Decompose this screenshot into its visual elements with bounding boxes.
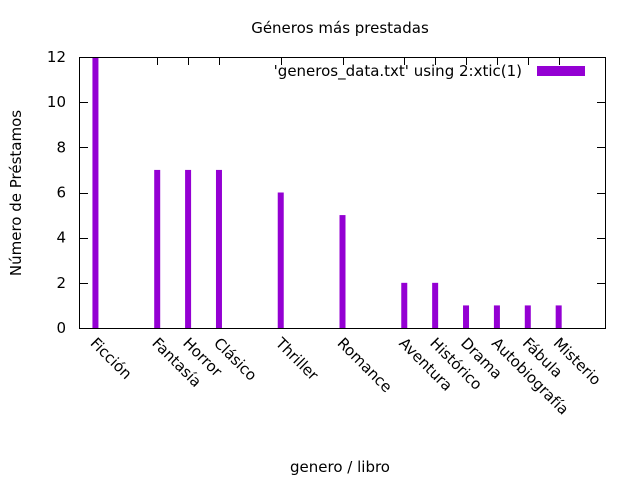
y-tick-label: 0 [56, 319, 66, 337]
x-tick-label: Romance [334, 334, 396, 396]
y-tick-label: 4 [56, 229, 66, 247]
bar [463, 305, 470, 328]
y-tick-label: 10 [47, 93, 66, 111]
x-axis-label: genero / libro [290, 458, 390, 476]
bar [154, 169, 161, 328]
y-tick-label: 2 [56, 274, 66, 292]
legend-swatch [537, 66, 585, 76]
bar [339, 215, 346, 328]
legend: 'generos_data.txt' using 2:xtic(1) [274, 62, 585, 81]
bar [92, 57, 99, 328]
plot-border [79, 57, 606, 329]
bar [432, 282, 439, 328]
legend-label: 'generos_data.txt' using 2:xtic(1) [274, 62, 522, 81]
y-axis-label: Número de Préstamos [7, 110, 25, 276]
y-tick-label: 8 [56, 138, 66, 156]
bar [524, 305, 531, 328]
chart-title: Géneros más prestadas [251, 19, 429, 37]
bar [277, 192, 284, 328]
bar [555, 305, 562, 328]
y-ticks: 0 2 4 6 8 10 12 [47, 48, 605, 337]
bar [185, 169, 192, 328]
x-tick-label: Ficción [87, 334, 136, 383]
bar [401, 282, 408, 328]
bar [215, 169, 222, 328]
bars [92, 57, 562, 328]
y-tick-label: 6 [56, 184, 66, 202]
bar [493, 305, 500, 328]
x-tick-label: Thriller [271, 333, 322, 384]
y-tick-label: 12 [47, 48, 66, 66]
